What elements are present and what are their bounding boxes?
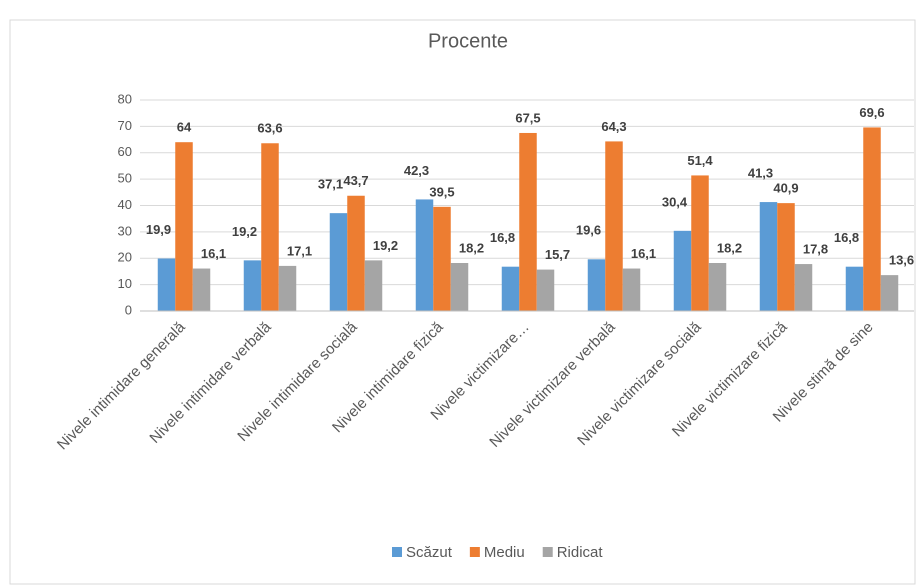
bar (536, 269, 555, 311)
y-tick-label: 10 (118, 276, 132, 291)
value-label: 41,3 (748, 166, 773, 181)
value-label: 18,2 (459, 240, 484, 255)
value-label: 43,7 (343, 173, 368, 188)
bar (759, 202, 778, 311)
y-tick-label: 0 (125, 302, 132, 317)
value-label: 64 (177, 120, 192, 135)
legend-swatch (542, 547, 553, 557)
bar (777, 203, 795, 311)
y-tick-label: 20 (118, 250, 132, 265)
bar (433, 206, 451, 311)
value-label: 19,9 (146, 222, 171, 237)
value-label: 51,4 (687, 153, 713, 168)
bar (691, 175, 709, 311)
y-tick-label: 60 (118, 144, 132, 159)
bar (863, 127, 881, 312)
legend-label: Mediu (484, 544, 525, 561)
value-label: 67,5 (515, 110, 540, 125)
value-label: 63,6 (257, 121, 282, 136)
value-label: 16,1 (631, 246, 656, 261)
bar (364, 260, 383, 311)
bar (415, 199, 434, 311)
value-label: 19,2 (232, 224, 257, 239)
y-tick-label: 40 (118, 197, 132, 212)
bar (192, 268, 211, 311)
bar (673, 230, 692, 311)
bar (450, 262, 469, 311)
value-label: 16,8 (834, 230, 859, 245)
y-tick-label: 30 (118, 223, 132, 238)
bar (157, 258, 176, 311)
chart-title: Procente (428, 30, 508, 52)
value-label: 69,6 (859, 105, 884, 120)
bar (622, 268, 641, 311)
legend-label: Ridicat (557, 544, 604, 561)
value-label: 17,8 (803, 241, 828, 256)
bar (261, 143, 279, 311)
value-label: 15,7 (545, 247, 570, 262)
value-label: 13,6 (889, 253, 914, 268)
value-label: 16,8 (490, 230, 515, 245)
value-label: 18,2 (717, 240, 742, 255)
bar (605, 141, 623, 311)
value-label: 17,1 (287, 243, 312, 258)
legend-swatch (469, 547, 480, 557)
bar (794, 264, 813, 311)
value-label: 19,2 (373, 238, 398, 253)
bar (278, 265, 297, 311)
value-label: 39,5 (429, 184, 454, 199)
y-tick-label: 70 (118, 118, 132, 133)
value-label: 64,3 (601, 119, 626, 134)
value-label: 37,1 (318, 177, 343, 192)
bar (501, 266, 520, 311)
bar (880, 275, 899, 311)
bar (519, 132, 537, 311)
bar (347, 195, 365, 311)
legend-swatch (392, 547, 402, 557)
y-tick-label: 80 (118, 91, 132, 106)
value-label: 42,3 (404, 163, 429, 178)
bar (243, 260, 262, 311)
bar (845, 266, 864, 311)
bar (708, 262, 727, 311)
value-label: 19,6 (576, 223, 601, 238)
legend-label: Scăzut (406, 544, 453, 561)
bar (175, 142, 193, 311)
bar (587, 259, 606, 311)
value-label: 30,4 (662, 194, 688, 209)
bar (329, 213, 348, 311)
y-tick-label: 50 (118, 171, 132, 186)
value-label: 16,1 (201, 246, 226, 261)
value-label: 40,9 (773, 181, 798, 196)
